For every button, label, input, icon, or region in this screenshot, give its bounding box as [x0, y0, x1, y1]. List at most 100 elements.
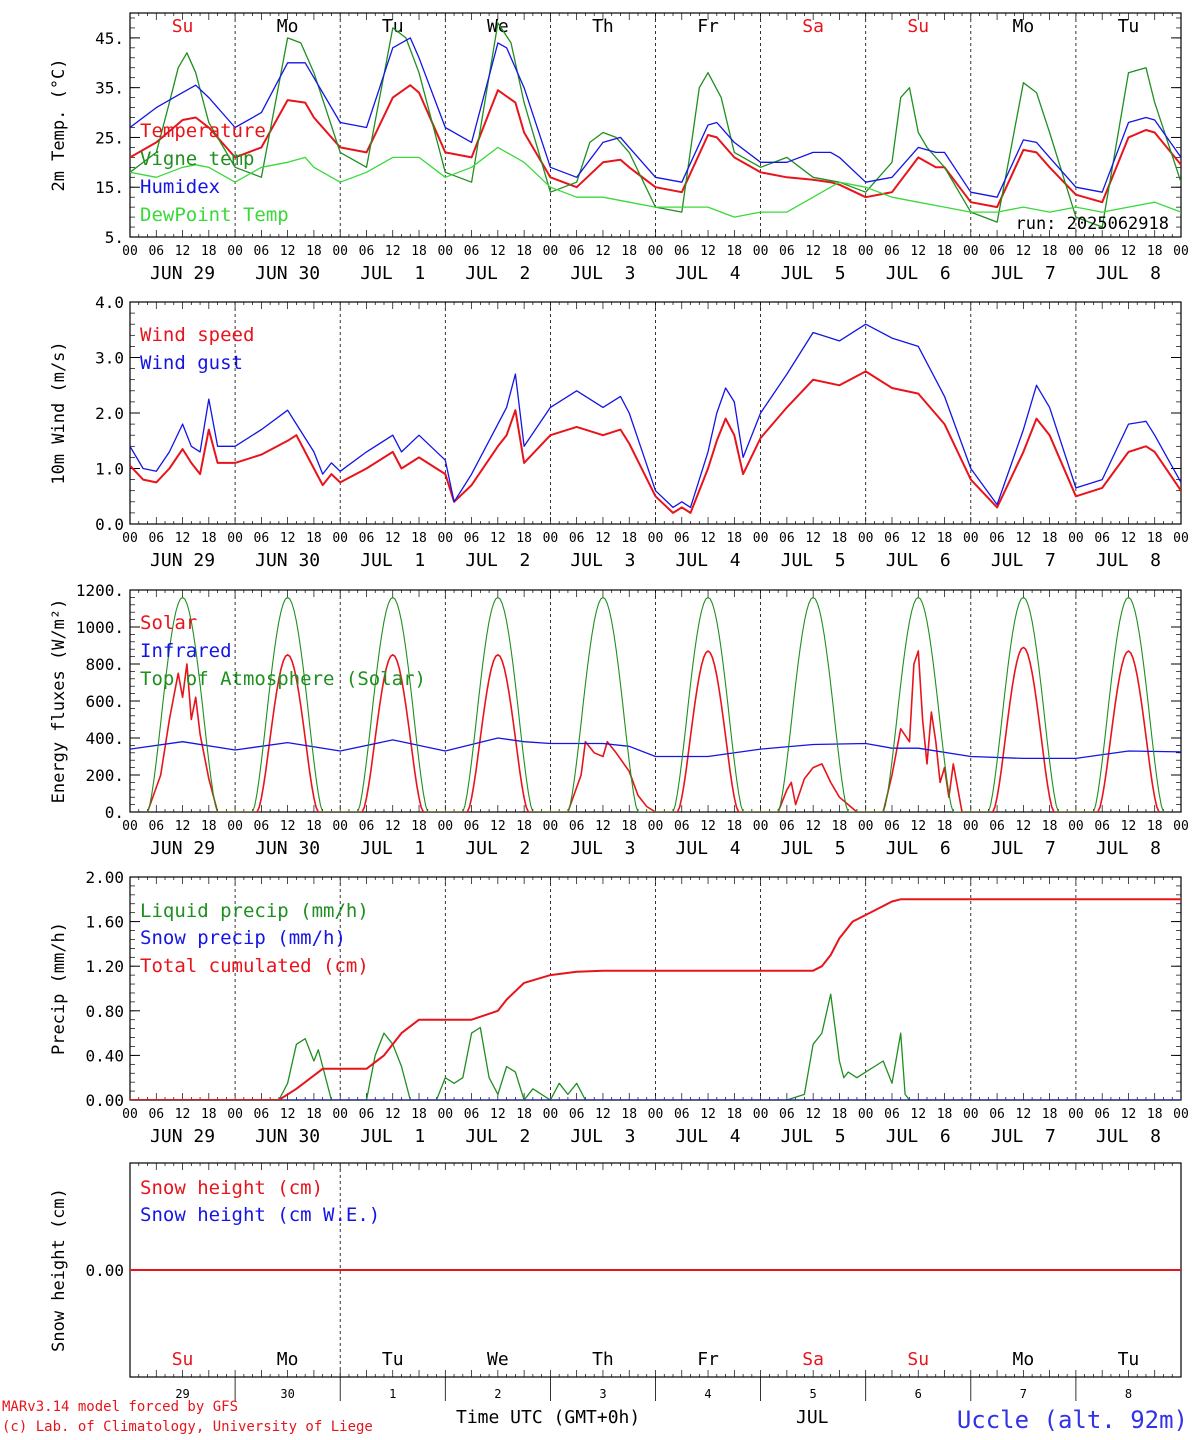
hour-tick-label: 18 [621, 819, 637, 834]
hour-tick-label: 00 [963, 1107, 979, 1122]
hour-tick-label: 18 [411, 819, 427, 834]
series-top-of-atmosphere-solar [146, 596, 1165, 812]
date-label: JUL 1 [360, 1126, 425, 1147]
hour-tick-label: 12 [700, 819, 716, 834]
series-liquid-precip-mm-h [130, 993, 1181, 1100]
hour-tick-label: 00 [1173, 531, 1189, 546]
date-label: JUL 6 [886, 550, 951, 571]
footer: MARv3.14 model forced by GFS (c) Lab. of… [2, 1399, 1188, 1435]
hour-tick-label: 00 [858, 819, 874, 834]
hour-tick-label: 12 [910, 1107, 926, 1122]
hour-tick-label: 12 [595, 531, 611, 546]
hour-tick-label: 18 [201, 531, 217, 546]
series-solar [146, 646, 1160, 812]
hour-tick-label: 00 [858, 1107, 874, 1122]
footer-month: JUL [796, 1407, 829, 1428]
y-tick-label: 3.0 [95, 349, 124, 368]
hour-tick-label: 18 [306, 819, 322, 834]
hour-tick-label: 00 [332, 819, 348, 834]
date-label: JUL 1 [360, 838, 425, 859]
hour-tick-label: 00 [543, 819, 559, 834]
hour-tick-label: 12 [490, 531, 506, 546]
hour-tick-label: 18 [832, 1107, 848, 1122]
y-tick-label: 0.0 [95, 515, 124, 534]
weekday-label: Tu [1118, 1349, 1140, 1370]
hour-tick-label: 00 [543, 244, 559, 259]
weekday-label: Su [907, 16, 929, 37]
hour-tick-label: 06 [569, 531, 585, 546]
hour-tick-label: 12 [1016, 819, 1032, 834]
legend-entry: Humidex [140, 176, 220, 198]
hour-tick-label: 18 [1147, 1107, 1163, 1122]
hour-tick-label: 06 [884, 531, 900, 546]
hour-tick-label: 12 [910, 819, 926, 834]
hour-tick-label: 06 [464, 531, 480, 546]
hour-tick-label: 12 [910, 531, 926, 546]
day-number-label: 6 [915, 1387, 922, 1401]
y-tick-label: 45. [95, 29, 124, 48]
panel-1: 5. 15. 25. 35. 45. 2m Temp. (°C) 00 06 12 18 JUN 2… [49, 12, 1189, 284]
hour-tick-label: 18 [621, 531, 637, 546]
date-label: JUL 1 [360, 263, 425, 284]
hour-tick-label: 00 [122, 531, 138, 546]
hour-tick-label: 18 [411, 1107, 427, 1122]
hour-tick-label: 18 [516, 244, 532, 259]
y-tick-label: 25. [95, 128, 124, 147]
hour-tick-label: 06 [884, 819, 900, 834]
hour-tick-label: 12 [280, 819, 296, 834]
hour-tick-label: 06 [674, 531, 690, 546]
date-label: JUL 3 [570, 550, 635, 571]
date-label: JUL 8 [1096, 1126, 1161, 1147]
hour-tick-label: 00 [858, 531, 874, 546]
hour-tick-label: 12 [595, 1107, 611, 1122]
weekday-label: Fr [697, 16, 719, 37]
hour-tick-label: 18 [306, 531, 322, 546]
hour-tick-label: 00 [332, 531, 348, 546]
hour-tick-label: 00 [437, 1107, 453, 1122]
hour-tick-label: 00 [648, 1107, 664, 1122]
y-tick-label: 1000. [76, 618, 124, 637]
hour-tick-label: 00 [122, 1107, 138, 1122]
day-number-label: 4 [704, 1387, 711, 1401]
legend-entry: Infrared [140, 640, 232, 662]
hour-tick-label: 12 [595, 819, 611, 834]
legend-entry: Wind gust [140, 352, 243, 374]
y-tick-label: 1.0 [95, 460, 124, 479]
hour-tick-label: 00 [648, 819, 664, 834]
hour-tick-label: 12 [805, 1107, 821, 1122]
y-tick-label: 0.00 [85, 1261, 124, 1280]
y-tick-label: 5. [105, 228, 124, 247]
date-label: JUL 2 [465, 550, 530, 571]
date-label: JUN 30 [255, 550, 320, 571]
hour-tick-label: 12 [595, 244, 611, 259]
hour-tick-label: 06 [254, 1107, 270, 1122]
hour-tick-label: 06 [989, 531, 1005, 546]
day-number-label: 29 [175, 1387, 189, 1401]
y-tick-label: 2.0 [95, 404, 124, 423]
date-label: JUL 5 [781, 1126, 846, 1147]
footer-model: MARv3.14 model forced by GFS [2, 1399, 238, 1415]
hour-tick-label: 12 [700, 244, 716, 259]
hour-tick-label: 12 [385, 819, 401, 834]
hour-tick-label: 06 [1094, 244, 1110, 259]
hour-tick-label: 12 [1121, 819, 1137, 834]
hour-tick-label: 06 [569, 819, 585, 834]
y-tick-label: 0. [105, 803, 124, 822]
hour-tick-label: 18 [306, 244, 322, 259]
panel-2: 0.0 1.0 2.0 3.0 4.0 10m Wind (m/s) 00 06 12 18 JUN… [49, 293, 1189, 571]
series-temperature [130, 84, 1181, 209]
weekday-label: Mo [277, 16, 299, 37]
hour-tick-label: 00 [543, 531, 559, 546]
hour-tick-label: 18 [306, 1107, 322, 1122]
hour-tick-label: 06 [674, 1107, 690, 1122]
hour-tick-label: 12 [175, 531, 191, 546]
footer-lab: (c) Lab. of Climatology, University of L… [2, 1419, 373, 1435]
hour-tick-label: 18 [937, 819, 953, 834]
hour-tick-label: 18 [832, 819, 848, 834]
hour-tick-label: 12 [490, 244, 506, 259]
hour-tick-label: 18 [937, 244, 953, 259]
date-label: JUL 4 [676, 1126, 741, 1147]
hour-tick-label: 06 [674, 244, 690, 259]
date-label: JUL 2 [465, 263, 530, 284]
